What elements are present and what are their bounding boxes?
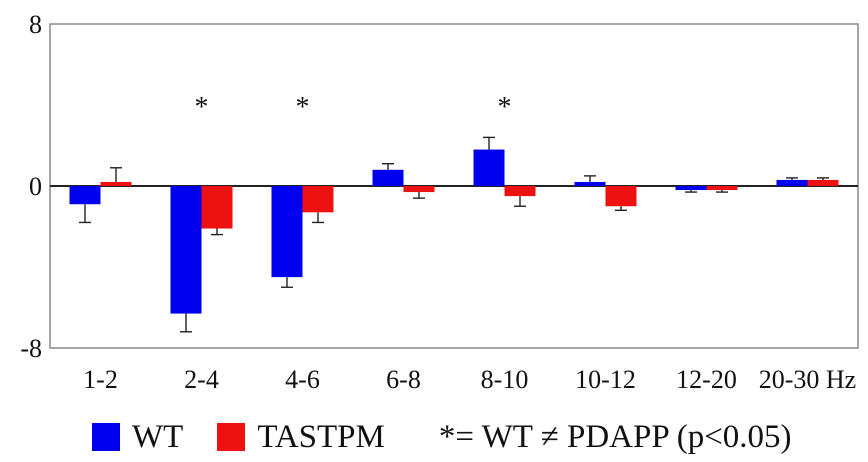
- bar-tastpm-1-2: [100, 181, 132, 186]
- x-tick-label-2-4: 2-4: [184, 365, 219, 394]
- x-tick-label-10-12: 10-12: [575, 365, 636, 394]
- bar-wt-20-30-hz: [776, 179, 808, 186]
- error-bars: [79, 136, 829, 333]
- bar-wt-8-10: [473, 149, 505, 186]
- error-bar-tastpm-12-20: [716, 190, 728, 193]
- significance-asterisk-2-4: *: [195, 92, 209, 123]
- error-bar-tastpm-2-4: [211, 228, 223, 236]
- error-bar-wt-8-10: [483, 136, 495, 150]
- x-tick-label-8-10: 8-10: [481, 365, 529, 394]
- bar-wt-6-8: [372, 169, 404, 186]
- x-tick-label-4-6: 4-6: [285, 365, 320, 394]
- error-bar-tastpm-8-10: [514, 196, 526, 207]
- bar-tastpm-20-30-hz: [807, 179, 839, 186]
- x-tick-label-20-30-hz: 20-30 Hz: [759, 365, 856, 394]
- error-bar-wt-2-4: [180, 313, 192, 333]
- legend-label-tastpm: TASTPM: [257, 418, 385, 455]
- bar-wt-4-6: [271, 186, 303, 278]
- bars: [69, 149, 839, 314]
- bar-tastpm-12-20: [706, 186, 738, 191]
- error-bar-wt-4-6: [281, 277, 293, 288]
- error-bar-wt-6-8: [382, 163, 394, 170]
- legend-item-wt: WT: [92, 419, 183, 456]
- error-bar-wt-20-30-hz: [786, 177, 798, 180]
- tick-labels: 8 0 -8 1-2 2-4 4-6 6-8 8-10 10-12 12-20 20-30 Hz: [20, 10, 856, 394]
- x-tick-label-1-2: 1-2: [83, 365, 118, 394]
- significance-asterisk-8-10: *: [498, 92, 512, 123]
- significance-note: *= WT ≠ PDAPP (p<0.05): [438, 418, 792, 455]
- bar-wt-10-12: [574, 181, 606, 186]
- error-bar-tastpm-4-6: [312, 212, 324, 224]
- legend-item-tastpm: TASTPM: [217, 419, 385, 456]
- legend-swatch-wt: [92, 423, 120, 451]
- bar-wt-12-20: [675, 186, 707, 191]
- y-tick-label: -8: [20, 334, 42, 363]
- x-tick-label-12-20: 12-20: [676, 365, 737, 394]
- error-bar-tastpm-10-12: [615, 206, 627, 212]
- error-bar-wt-10-12: [584, 175, 596, 182]
- error-bar-tastpm-1-2: [110, 167, 122, 182]
- significance-markers: * * *: [195, 92, 512, 123]
- legend-label-wt: WT: [132, 418, 184, 455]
- bar-tastpm-4-6: [302, 186, 334, 213]
- significance-asterisk-4-6: *: [296, 92, 310, 123]
- bar-tastpm-2-4: [201, 186, 233, 229]
- bar-wt-2-4: [170, 186, 202, 314]
- bar-tastpm-8-10: [504, 186, 536, 197]
- error-bar-wt-1-2: [79, 204, 91, 224]
- legend-swatch-tastpm: [217, 423, 246, 451]
- y-tick-label: 0: [29, 172, 42, 201]
- y-tick-label: 8: [29, 10, 42, 39]
- error-bar-tastpm-20-30-hz: [817, 177, 829, 180]
- bar-tastpm-10-12: [605, 186, 637, 207]
- legend: WT TASTPM *= WT ≠ PDAPP (p<0.05): [92, 415, 792, 459]
- bar-tastpm-6-8: [403, 186, 435, 193]
- error-bar-tastpm-6-8: [413, 192, 425, 199]
- bar-wt-1-2: [69, 186, 101, 205]
- x-tick-label-6-8: 6-8: [386, 365, 421, 394]
- error-bar-wt-12-20: [685, 190, 697, 193]
